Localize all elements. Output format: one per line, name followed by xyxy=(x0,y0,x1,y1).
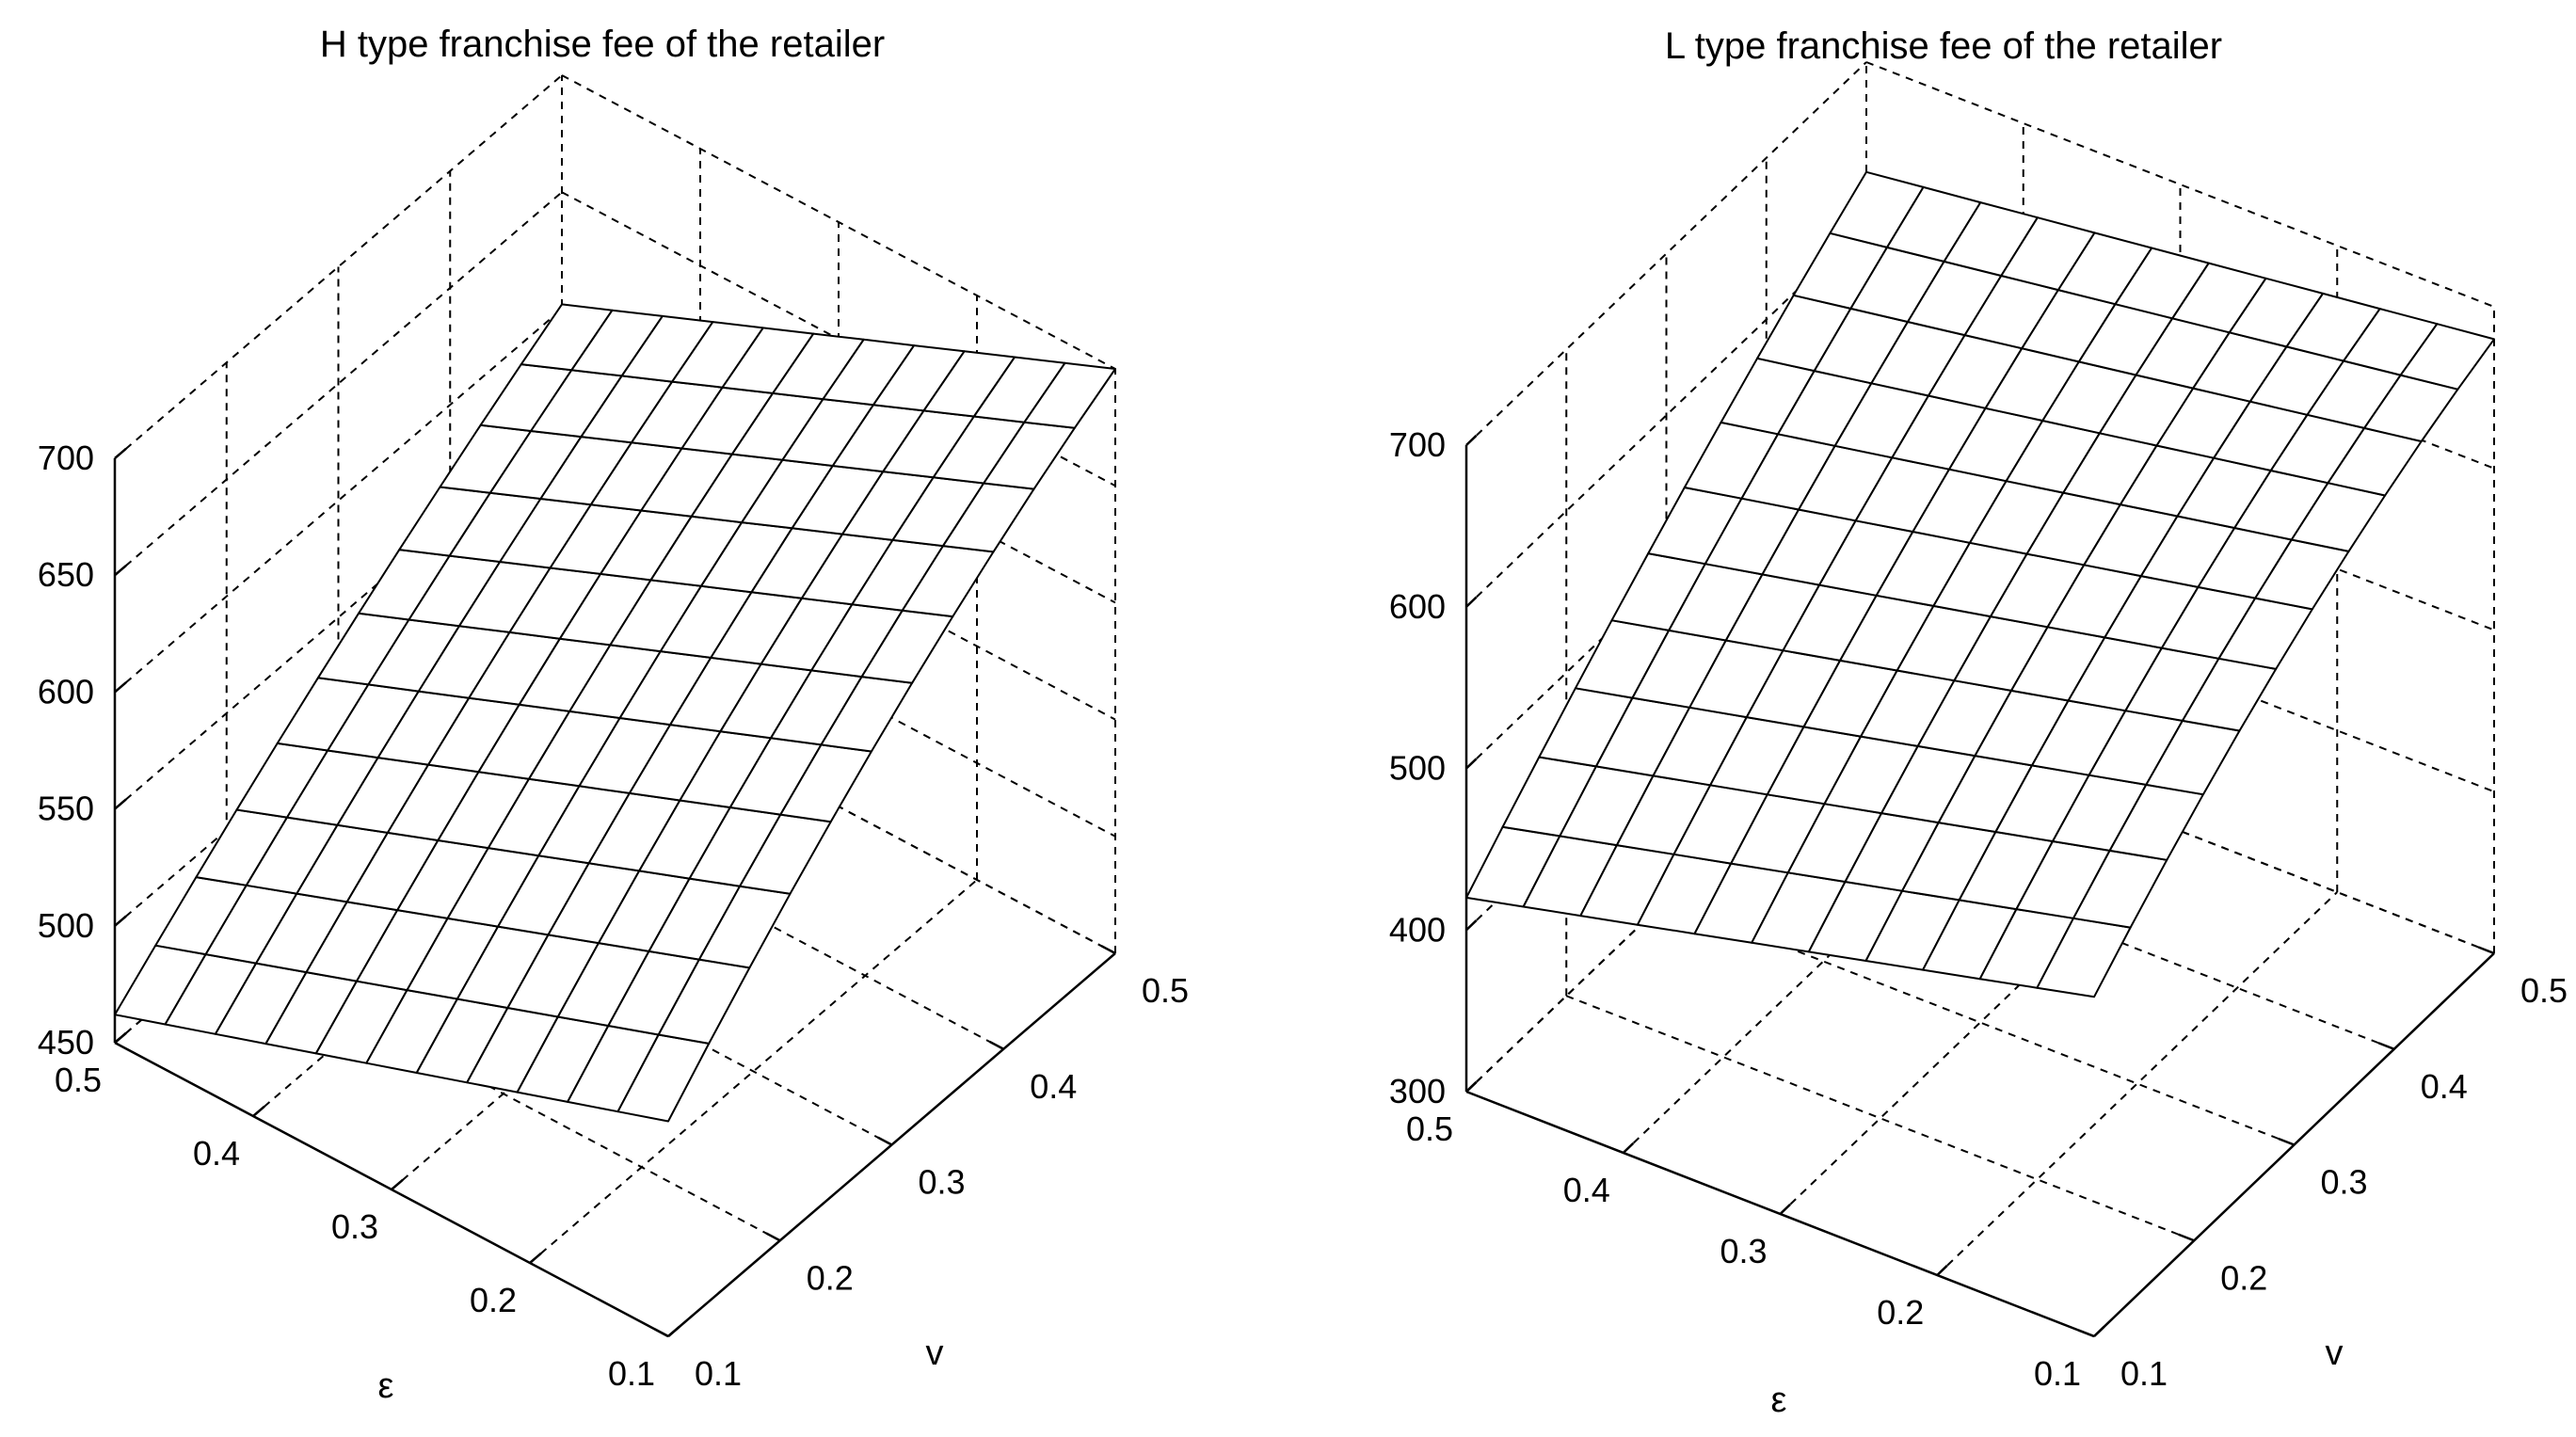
chart-title: L type franchise fee of the retailer xyxy=(1665,25,2222,67)
x-tick-mark xyxy=(252,1105,265,1117)
x-tick-label: 0.1 xyxy=(608,1354,655,1393)
y-axis-label: v xyxy=(2326,1333,2344,1373)
axis-lines xyxy=(1464,434,2495,1338)
x-tick-label: 0.3 xyxy=(331,1207,378,1246)
surface-cell xyxy=(2399,323,2495,391)
axis-lines xyxy=(113,447,1116,1338)
z-tick-label: 650 xyxy=(38,555,94,594)
y-tick-mark xyxy=(988,1040,1004,1050)
y-tick-mark xyxy=(2077,1329,2095,1338)
z-tick-label: 450 xyxy=(38,1023,94,1062)
z-tick-mark xyxy=(114,1031,127,1044)
chart-l-type: L type franchise fee of the retailer 0.1… xyxy=(1389,25,2568,1420)
z-tick-mark xyxy=(114,565,127,577)
tick-labels: 0.10.20.30.40.50.10.20.30.40.54505005506… xyxy=(38,439,1189,1393)
y-tick-mark xyxy=(1100,945,1116,955)
z-tick-mark xyxy=(1465,596,1478,608)
x-tick-label: 0.4 xyxy=(1563,1171,1610,1209)
y-tick-label: 0.4 xyxy=(1030,1067,1077,1106)
x-tick-label: 0.3 xyxy=(1720,1232,1767,1270)
x-tick-mark xyxy=(1779,1203,1791,1215)
x-tick-label: 0.1 xyxy=(2034,1354,2081,1393)
x-tick-mark xyxy=(667,1325,680,1337)
z-tick-label: 600 xyxy=(38,672,94,711)
y-axis-label: v xyxy=(926,1333,944,1373)
y-tick-mark xyxy=(2377,1042,2395,1050)
x-axis-label: ε xyxy=(378,1366,394,1406)
z-tick-mark xyxy=(114,915,127,927)
z-tick-label: 300 xyxy=(1389,1072,1446,1110)
y-tick-label: 0.3 xyxy=(919,1163,966,1202)
z-tick-mark xyxy=(1465,758,1478,770)
x-tick-mark xyxy=(529,1252,542,1264)
x-tick-label: 0.5 xyxy=(1406,1110,1453,1148)
chart-h-type: H type franchise fee of the retailer 0.1… xyxy=(38,24,1189,1406)
z-tick-label: 500 xyxy=(38,906,94,945)
y-tick-mark xyxy=(2278,1137,2295,1146)
z-tick-label: 400 xyxy=(1389,910,1446,949)
y-tick-mark xyxy=(2477,946,2495,955)
x-tick-mark xyxy=(2093,1325,2105,1337)
x-tick-mark xyxy=(391,1178,404,1190)
x-tick-mark xyxy=(1936,1264,1948,1276)
x-tick-label: 0.2 xyxy=(470,1281,517,1319)
z-tick-mark xyxy=(114,681,127,694)
surface-mesh xyxy=(114,303,1116,1123)
y-tick-label: 0.1 xyxy=(695,1354,742,1393)
z-tick-mark xyxy=(1465,1080,1478,1093)
y-tick-mark xyxy=(2178,1233,2195,1242)
y-tick-label: 0.3 xyxy=(2321,1163,2368,1202)
z-tick-mark xyxy=(114,447,127,459)
y-tick-label: 0.1 xyxy=(2120,1354,2168,1393)
y-tick-label: 0.4 xyxy=(2421,1067,2468,1106)
z-tick-label: 700 xyxy=(38,439,94,477)
grid-line xyxy=(561,74,1116,370)
chart-title: H type franchise fee of the retailer xyxy=(320,24,885,65)
y-tick-label: 0.2 xyxy=(807,1258,854,1297)
surface-mesh xyxy=(1465,170,2495,998)
y-tick-mark xyxy=(877,1136,893,1146)
x-tick-label: 0.2 xyxy=(1877,1293,1924,1332)
x-tick-label: 0.5 xyxy=(55,1061,102,1099)
z-tick-label: 600 xyxy=(1389,587,1446,626)
x-tick-mark xyxy=(1622,1142,1635,1154)
z-tick-mark xyxy=(1465,434,1478,446)
y-tick-label: 0.2 xyxy=(2220,1258,2267,1297)
y-tick-label: 0.5 xyxy=(1142,971,1189,1010)
x-tick-label: 0.4 xyxy=(193,1134,240,1173)
z-tick-label: 550 xyxy=(38,790,94,828)
z-tick-mark xyxy=(1465,919,1478,932)
surface-cell xyxy=(1023,361,1116,429)
y-tick-mark xyxy=(765,1232,781,1242)
tick-labels: 0.10.20.30.40.50.10.20.30.40.53004005006… xyxy=(1389,425,2568,1393)
z-tick-label: 700 xyxy=(1389,425,1446,464)
z-tick-mark xyxy=(114,798,127,810)
z-tick-label: 500 xyxy=(1389,749,1446,788)
x-axis-label: ε xyxy=(1771,1381,1787,1420)
y-tick-mark xyxy=(653,1328,669,1338)
y-tick-label: 0.5 xyxy=(2520,971,2568,1010)
